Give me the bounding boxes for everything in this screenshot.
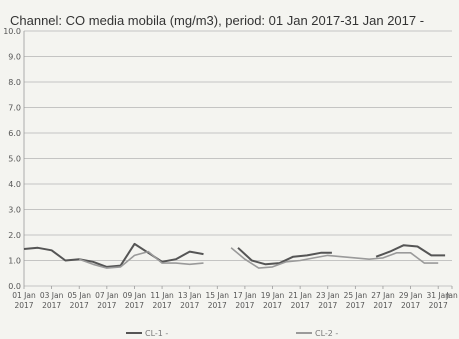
y-tick-label: 8.0 [8, 78, 21, 87]
x-tick-year-label: 2017 [373, 301, 392, 310]
y-tick-label: 0.0 [8, 282, 21, 291]
series-1 [23, 242, 446, 268]
x-tick-label: 01 Jan [12, 291, 36, 300]
y-tick-label: 2.0 [8, 231, 21, 240]
series-line-segment [23, 242, 204, 268]
x-tick-label: 07 Jan [95, 291, 119, 300]
x-tick-label: 05 Jan [67, 291, 91, 300]
x-tick-year-label: 2017 [70, 301, 89, 310]
y-tick-label: 9.0 [8, 53, 21, 62]
series-layer [23, 242, 446, 269]
x-tick-label: 11 Jan [150, 291, 174, 300]
series-line-segment [375, 244, 446, 258]
x-tick-year-label: 2017 [125, 301, 144, 310]
x-tick-label: 13 Jan [178, 291, 202, 300]
grid-layer [24, 30, 452, 287]
x-tick-label: 17 Jan [233, 291, 257, 300]
x-tick-label: 15 Jan [206, 291, 230, 300]
x-tick-year-label: 2017 [318, 301, 337, 310]
x-tick-label: 29 Jan [399, 291, 423, 300]
series-2 [78, 247, 439, 269]
y-tick-label: 7.0 [8, 104, 21, 113]
series-line-segment [237, 247, 332, 266]
x-tick-label: 23 Jan [316, 291, 340, 300]
x-tick-year-label: 2017 [263, 301, 282, 310]
x-tick-label: 31 Jan [426, 291, 450, 300]
legend-label: CL-1 - [145, 329, 168, 338]
y-tick-label: 1.0 [8, 257, 21, 266]
x-tick-year-label: 2017 [14, 301, 33, 310]
x-tick-label: Jan [445, 291, 458, 300]
x-tick-year-label: 2017 [153, 301, 172, 310]
x-tick-label: 19 Jan [261, 291, 285, 300]
x-tick-label: 09 Jan [123, 291, 147, 300]
chart-title: Channel: CO media mobila (mg/m3), period… [10, 13, 424, 28]
y-tick-label: 5.0 [8, 155, 21, 164]
y-tick-label: 6.0 [8, 129, 21, 138]
x-tick-label: 27 Jan [371, 291, 395, 300]
x-tick-year-label: 2017 [208, 301, 227, 310]
x-tick-year-label: 2017 [291, 301, 310, 310]
x-tick-year-label: 2017 [346, 301, 365, 310]
y-tick-label: 3.0 [8, 206, 21, 215]
x-tick-year-label: 2017 [180, 301, 199, 310]
x-tick-label: 21 Jan [288, 291, 312, 300]
legend: CL-1 - CL-2 - [126, 329, 338, 338]
x-tick-year-label: 2017 [235, 301, 254, 310]
y-tick-label: 4.0 [8, 180, 21, 189]
legend-label: CL-2 - [315, 329, 338, 338]
series-line-segment [230, 247, 439, 269]
x-tick-year-label: 2017 [42, 301, 61, 310]
y-tick-label: 10.0 [3, 27, 21, 36]
series-line-segment [78, 250, 204, 269]
x-tick-year-label: 2017 [401, 301, 420, 310]
axis-layer: 0.0 1.0 2.0 3.0 4.0 5.0 6.0 7.0 8.0 9.0 10.0 01 Jan… [3, 27, 458, 310]
x-tick-label: 03 Jan [40, 291, 64, 300]
x-tick-label: 25 Jan [344, 291, 368, 300]
x-tick-year-label: 2017 [429, 301, 448, 310]
x-tick-year-label: 2017 [97, 301, 116, 310]
